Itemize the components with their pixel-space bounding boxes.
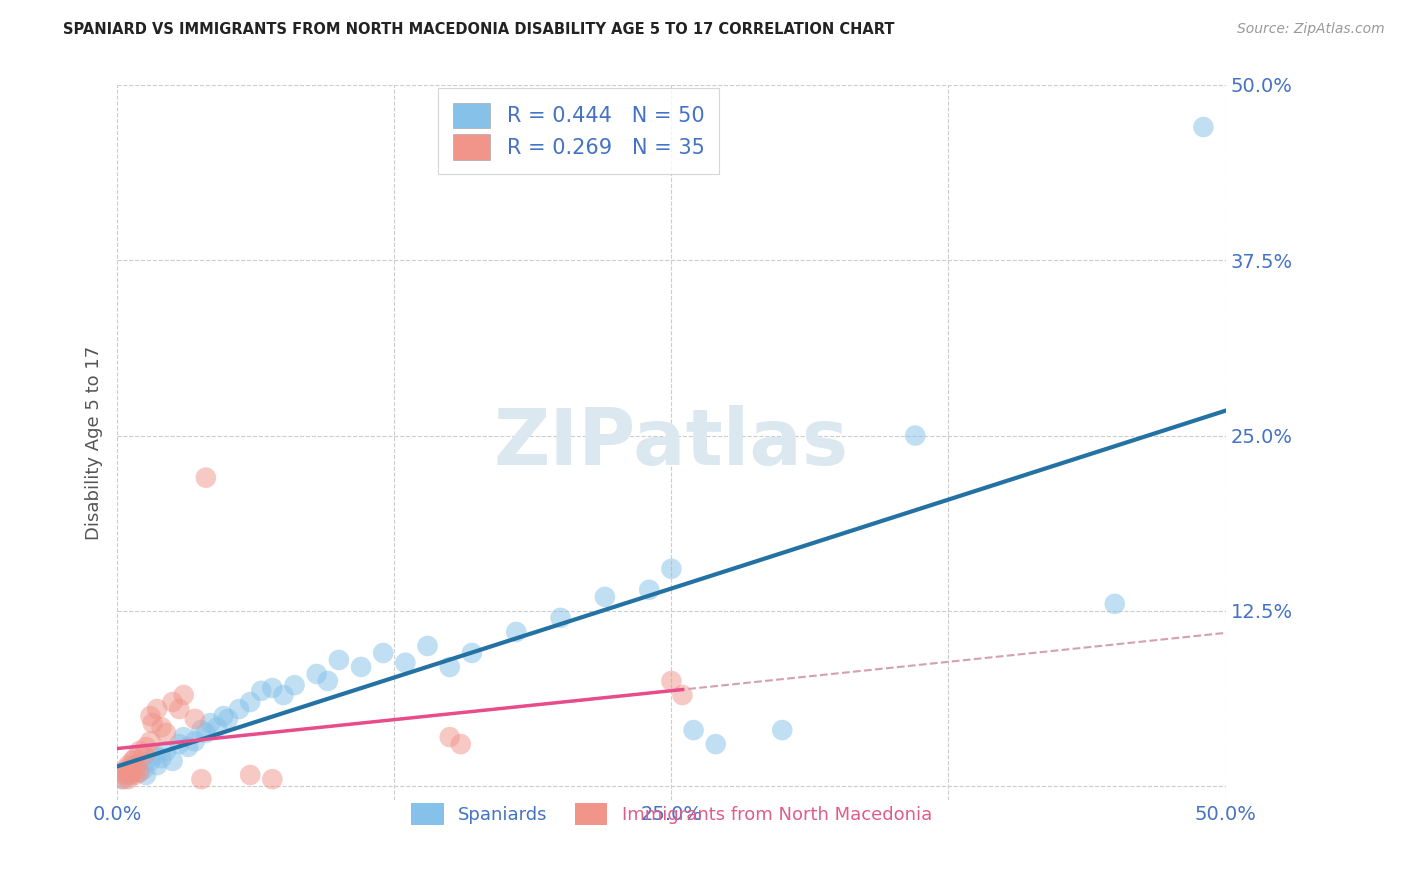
Text: Source: ZipAtlas.com: Source: ZipAtlas.com xyxy=(1237,22,1385,37)
Point xyxy=(115,765,138,780)
Point xyxy=(661,562,683,576)
Point xyxy=(128,744,150,758)
Point xyxy=(162,754,184,768)
Point xyxy=(283,678,305,692)
Point xyxy=(704,737,727,751)
Point xyxy=(124,758,146,772)
Point xyxy=(638,582,661,597)
Point xyxy=(111,772,134,787)
Point xyxy=(120,763,142,777)
Point xyxy=(194,470,217,484)
Point xyxy=(173,688,195,702)
Point xyxy=(135,739,157,754)
Point xyxy=(121,754,143,768)
Point xyxy=(112,768,135,782)
Point xyxy=(416,639,439,653)
Text: ZIPatlas: ZIPatlas xyxy=(494,405,849,481)
Point xyxy=(143,748,166,763)
Point xyxy=(117,768,139,782)
Point xyxy=(132,748,155,763)
Text: SPANIARD VS IMMIGRANTS FROM NORTH MACEDONIA DISABILITY AGE 5 TO 17 CORRELATION C: SPANIARD VS IMMIGRANTS FROM NORTH MACEDO… xyxy=(63,22,894,37)
Point xyxy=(439,660,461,674)
Legend: Spaniards, Immigrants from North Macedonia: Spaniards, Immigrants from North Macedon… xyxy=(402,794,941,834)
Point xyxy=(661,673,683,688)
Point xyxy=(124,751,146,765)
Point xyxy=(150,720,173,734)
Point xyxy=(128,765,150,780)
Point xyxy=(117,772,139,787)
Point xyxy=(155,744,177,758)
Point xyxy=(190,772,212,787)
Point xyxy=(167,737,190,751)
Point xyxy=(217,712,239,726)
Point xyxy=(904,428,927,442)
Point xyxy=(127,758,149,772)
Point xyxy=(112,772,135,787)
Point xyxy=(184,712,207,726)
Point xyxy=(228,702,250,716)
Point xyxy=(262,772,284,787)
Point xyxy=(1192,120,1215,134)
Point xyxy=(450,737,472,751)
Point xyxy=(139,754,162,768)
Point xyxy=(373,646,395,660)
Point xyxy=(239,768,262,782)
Point xyxy=(124,768,146,782)
Point xyxy=(121,763,143,777)
Point xyxy=(250,683,273,698)
Point xyxy=(194,726,217,740)
Point xyxy=(593,590,616,604)
Point xyxy=(177,739,200,754)
Point xyxy=(167,702,190,716)
Point xyxy=(394,656,416,670)
Point xyxy=(135,768,157,782)
Point xyxy=(350,660,373,674)
Point xyxy=(1104,597,1126,611)
Point xyxy=(212,709,235,723)
Point xyxy=(150,751,173,765)
Point xyxy=(117,758,139,772)
Point xyxy=(305,667,328,681)
Point xyxy=(115,763,138,777)
Point xyxy=(146,702,169,716)
Point xyxy=(770,723,793,737)
Point xyxy=(190,723,212,737)
Point xyxy=(439,730,461,744)
Point xyxy=(461,646,484,660)
Point xyxy=(239,695,262,709)
Point xyxy=(139,734,162,748)
Point xyxy=(550,611,572,625)
Point xyxy=(262,681,284,695)
Point xyxy=(316,673,339,688)
Point xyxy=(682,723,704,737)
Point xyxy=(205,720,228,734)
Point xyxy=(671,688,693,702)
Point xyxy=(200,716,222,731)
Point xyxy=(505,624,527,639)
Point xyxy=(121,765,143,780)
Point xyxy=(132,763,155,777)
Point xyxy=(139,709,162,723)
Point xyxy=(273,688,295,702)
Point xyxy=(162,695,184,709)
Point xyxy=(120,765,142,780)
Y-axis label: Disability Age 5 to 17: Disability Age 5 to 17 xyxy=(86,345,103,540)
Point xyxy=(173,730,195,744)
Point xyxy=(146,758,169,772)
Point xyxy=(128,765,150,780)
Point xyxy=(184,734,207,748)
Point xyxy=(155,726,177,740)
Point xyxy=(328,653,350,667)
Point xyxy=(120,768,142,782)
Point xyxy=(142,716,165,731)
